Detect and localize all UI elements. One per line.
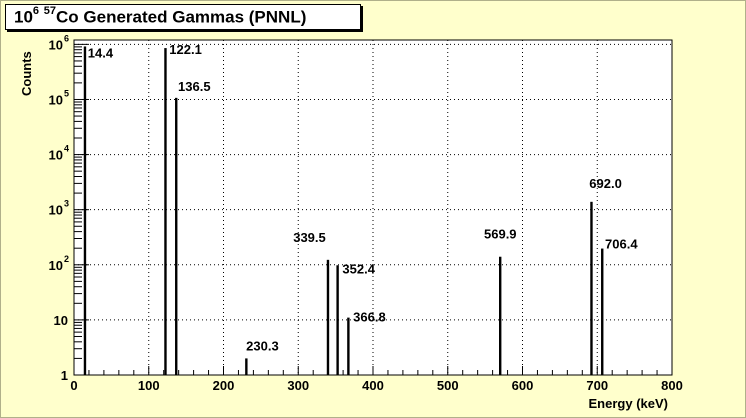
peak-label-692.0: 692.0 [589, 176, 622, 191]
peak-bar-136.5 [175, 97, 178, 375]
x-tick-label: 200 [213, 378, 235, 393]
peak-label-339.5: 339.5 [293, 230, 326, 245]
peak-label-136.5: 136.5 [178, 79, 211, 94]
chart-title: 106 57Co Generated Gammas (PNNL) [14, 5, 307, 28]
title-rest: Co Generated Gammas (PNNL) [56, 7, 307, 27]
peak-bar-366.8 [347, 317, 350, 375]
y-axis-label: Counts [19, 51, 34, 96]
y-tick-label: 10 [54, 313, 68, 328]
title-isotope-mass: 57 [43, 5, 57, 17]
y-tick-label: 10 [49, 37, 63, 52]
x-tick-label: 100 [138, 378, 160, 393]
peak-label-366.8: 366.8 [353, 310, 386, 325]
peak-bar-692.0 [590, 201, 593, 375]
title-exponent: 6 [32, 5, 40, 17]
peak-bars [83, 46, 604, 376]
x-tick-label: 800 [661, 378, 683, 393]
peak-bar-230.3 [245, 358, 248, 375]
x-tick-label: 500 [437, 378, 459, 393]
y-tick-exponent: 6 [64, 33, 69, 43]
peak-label-706.4: 706.4 [605, 237, 638, 252]
y-tick-label: 10 [49, 92, 63, 107]
x-tick-label: 400 [362, 378, 384, 393]
x-tick-labels: 0 100 200 300 400 500 600 700 800 [70, 378, 682, 393]
peak-bar-122.1 [164, 48, 167, 376]
peak-label-122.1: 122.1 [169, 42, 202, 57]
peak-bar-339.5 [326, 259, 330, 375]
plot-area [73, 39, 673, 376]
y-tick-exponent: 2 [64, 254, 69, 264]
y-tick-label: 10 [49, 203, 63, 218]
y-tick-label: 1 [61, 368, 68, 383]
peak-bar-352.4 [336, 265, 339, 375]
peak-label-14.4: 14.4 [88, 45, 114, 60]
peak-bar-14.4 [83, 46, 87, 375]
y-tick-label: 10 [49, 148, 63, 163]
title-base: 10 [14, 7, 33, 27]
y-tick-exponent: 3 [64, 199, 69, 209]
peak-bar-706.4 [601, 248, 604, 375]
title-box: 106 57Co Generated Gammas (PNNL) [5, 4, 361, 30]
x-tick-label: 300 [287, 378, 309, 393]
axis-ticks [73, 43, 673, 376]
x-axis-label: Energy (keV) [589, 396, 668, 411]
y-tick-label: 10 [49, 258, 63, 273]
peak-bar-569.9 [499, 256, 502, 375]
x-tick-label: 0 [70, 378, 77, 393]
peak-label-352.4: 352.4 [342, 261, 375, 276]
y-tick-exponent: 5 [64, 88, 69, 98]
x-tick-label: 600 [512, 378, 534, 393]
peak-label-230.3: 230.3 [246, 338, 279, 353]
peak-label-569.9: 569.9 [484, 227, 517, 242]
peak-labels: 14.4 122.1 136.5 230.3 339.5 352.4 366.8 569.9 6… [88, 42, 639, 353]
x-tick-label: 700 [586, 378, 608, 393]
y-tick-exponent: 4 [64, 144, 69, 154]
